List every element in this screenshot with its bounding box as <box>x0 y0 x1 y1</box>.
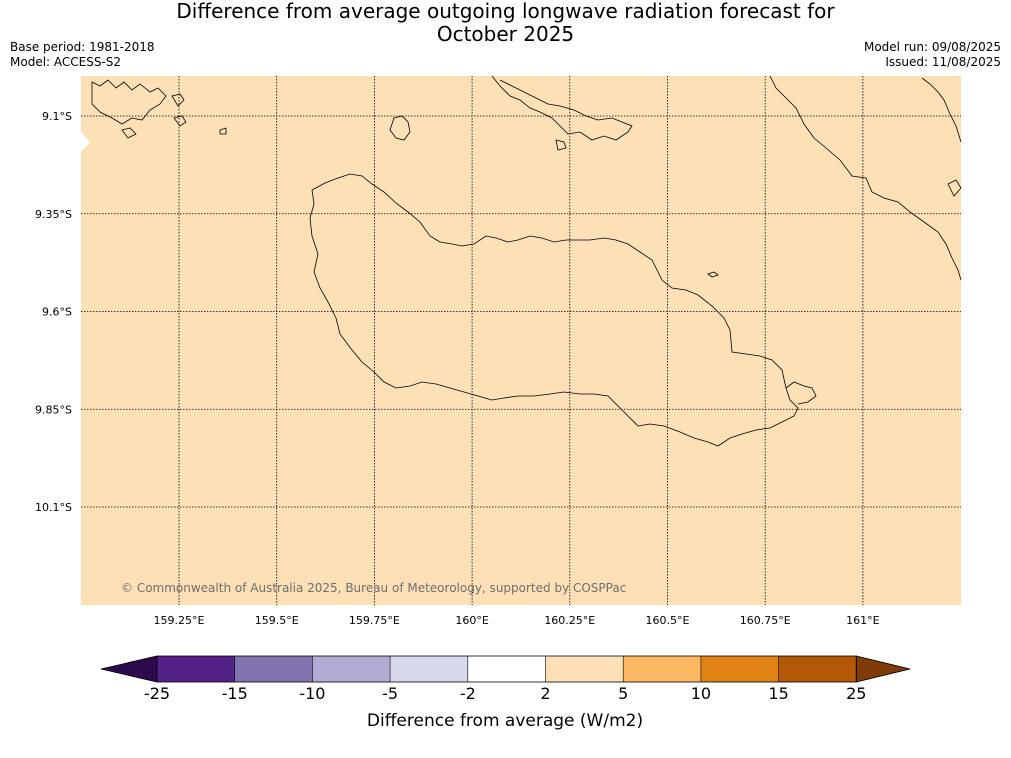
colorbar-segment <box>390 656 468 682</box>
coastline-northeast <box>921 77 962 143</box>
longitude-labels: 159.25°E 159.5°E 159.75°E 160°E 160.25°E 160.… <box>154 614 880 627</box>
coastline-islet-1 <box>707 271 719 278</box>
lat-label: 9.35°S <box>35 208 72 221</box>
colorbar-tick-label: -25 <box>144 684 170 703</box>
coastline-northwest-islet-1 <box>121 127 137 139</box>
coastlines <box>81 75 962 447</box>
lon-label: 159.75°E <box>349 614 400 627</box>
issued-date: Issued: 11/08/2025 <box>885 55 1001 69</box>
lon-label: 160°E <box>455 614 488 627</box>
colorbar-segment <box>700 656 779 682</box>
coastline-east <box>769 75 962 281</box>
coastline-north-islet <box>555 139 567 151</box>
colorbar-tick-label: -2 <box>460 684 476 703</box>
lon-label: 160.25°E <box>544 614 595 627</box>
copyright-notice: © Commonwealth of Australia 2025, Bureau… <box>121 581 626 595</box>
title-line-2: October 2025 <box>436 22 575 46</box>
lat-label: 9.1°S <box>42 110 72 123</box>
coastline-northwest-islet-3 <box>173 115 187 127</box>
meta-left: Base period: 1981-2018 Model: ACCESS-S2 <box>10 40 155 70</box>
coastline-northwest-islet-4 <box>219 127 227 135</box>
latitude-labels: 9.1°S 9.35°S 9.6°S 9.85°S 10.1°S <box>35 110 72 514</box>
model-name: Model: ACCESS-S2 <box>10 55 122 69</box>
base-period: Base period: 1981-2018 <box>10 40 155 54</box>
coastline-main-island <box>309 173 799 447</box>
colorbar-tick-label: 10 <box>691 684 711 703</box>
colorbar-tick-label: 5 <box>618 684 628 703</box>
coastline-main-island-cape <box>785 381 817 405</box>
lat-label: 10.1°S <box>35 501 72 514</box>
colorbar-segment <box>778 656 857 682</box>
colorbar-segment <box>467 656 546 682</box>
gridlines <box>81 76 961 605</box>
lon-label: 159.5°E <box>255 614 299 627</box>
lon-label: 161°E <box>846 614 879 627</box>
coastline-islet-2 <box>389 115 411 141</box>
colorbar-tick-label: -5 <box>382 684 398 703</box>
colorbar <box>100 655 911 683</box>
colorbar-extend-min <box>100 655 158 683</box>
map-area <box>81 76 961 605</box>
colorbar-tick-label: -15 <box>222 684 248 703</box>
colorbar-segment <box>623 656 701 682</box>
lon-label: 160.75°E <box>740 614 791 627</box>
colorbar-labels: -25 -15 -10 -5 -2 2 5 10 15 25 <box>144 684 867 703</box>
lon-label: 159.25°E <box>154 614 205 627</box>
model-run: Model run: 09/08/2025 <box>863 40 1001 54</box>
colorbar-segment <box>545 656 624 682</box>
colorbar-tick-label: 25 <box>846 684 866 703</box>
map-title: Difference from average outgoing longwav… <box>0 0 1011 46</box>
coastline-northwest-islet-2 <box>171 93 185 107</box>
colorbar-outline <box>156 655 857 683</box>
coastline-east-islet <box>947 179 962 197</box>
colorbar-extend-max <box>855 655 911 683</box>
colorbar-segment <box>312 656 391 682</box>
coastline-northwest <box>91 79 167 125</box>
coastline-west-notch <box>81 132 90 152</box>
colorbar-tick-label: -10 <box>299 684 325 703</box>
lon-label: 160.5°E <box>646 614 690 627</box>
lat-label: 9.85°S <box>35 403 72 416</box>
lat-label: 9.6°S <box>42 306 72 319</box>
meta-right: Model run: 09/08/2025 Issued: 11/08/2025 <box>864 40 1001 70</box>
colorbar-tick-label: 15 <box>768 684 788 703</box>
coastline-north <box>491 75 633 141</box>
colorbar-segment <box>234 656 313 682</box>
colorbar-tick-label: 2 <box>540 684 550 703</box>
colorbar-segment <box>157 656 235 682</box>
colorbar-title: Difference from average (W/m2) <box>367 711 643 731</box>
title-line-1: Difference from average outgoing longwav… <box>176 0 835 23</box>
